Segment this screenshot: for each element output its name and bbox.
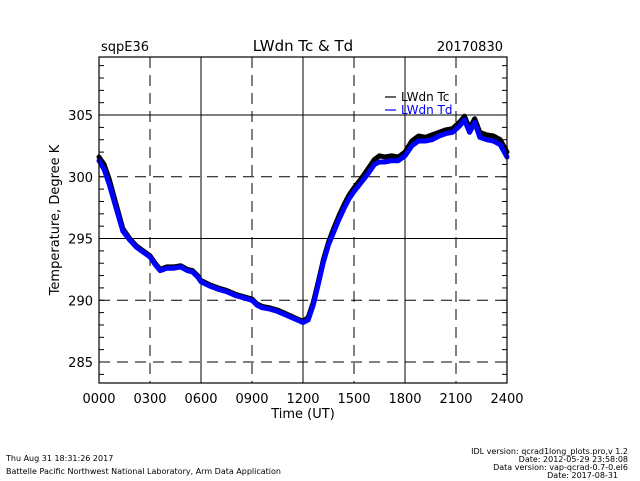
x-tick-label: 2100 — [439, 392, 472, 407]
series-line-td — [96, 117, 510, 325]
y-tick-labels: 285 290 295 300 305 — [68, 109, 93, 371]
y-tick-label: 300 — [68, 171, 93, 186]
x-tick-label: 0900 — [235, 392, 268, 407]
plot-frame — [98, 56, 508, 384]
footer-idl-date: Date: 2012-05-29 23:58:08 — [518, 455, 628, 464]
legend: LWdn Tc LWdn Td — [385, 90, 452, 117]
site-label: sqpE36 — [101, 40, 149, 55]
footer-data-date: Date: 2017-08-31 — [547, 471, 618, 480]
x-tick-labels: 0000 0300 0600 0900 1200 1500 1800 2100 2400 — [82, 392, 523, 407]
ticks — [99, 65, 507, 375]
footer-data-version: Data version: vap-qcrad-0.7-0.el6 — [493, 463, 628, 472]
legend-label-td: LWdn Td — [401, 103, 452, 117]
y-tick-label: 285 — [68, 356, 93, 371]
footer-organization: Battelle Pacific Northwest National Labo… — [6, 467, 281, 476]
y-tick-label: 305 — [68, 109, 93, 124]
x-tick-label: 0300 — [133, 392, 166, 407]
x-tick-label: 0600 — [184, 392, 217, 407]
x-tick-label: 1200 — [286, 392, 319, 407]
grid — [99, 57, 507, 383]
footer-timestamp: Thu Aug 31 18:31:26 2017 — [6, 454, 114, 463]
chart-title: LWdn Tc & Td — [253, 37, 353, 55]
x-tick-label: 1500 — [337, 392, 370, 407]
x-tick-label: 1800 — [388, 392, 421, 407]
legend-label-tc: LWdn Tc — [401, 90, 449, 104]
footer-idl-version: IDL version: qcrad1long_plots.pro,v 1.2 — [471, 447, 628, 456]
x-axis-label: Time (UT) — [270, 407, 335, 422]
x-tick-label: 2400 — [490, 392, 523, 407]
y-axis-label: Temperature, Degree K — [48, 144, 63, 296]
x-tick-label: 0000 — [82, 392, 115, 407]
y-tick-label: 290 — [68, 294, 93, 309]
date-label: 20170830 — [437, 40, 503, 55]
y-tick-label: 295 — [68, 233, 93, 248]
series-group — [96, 113, 510, 325]
